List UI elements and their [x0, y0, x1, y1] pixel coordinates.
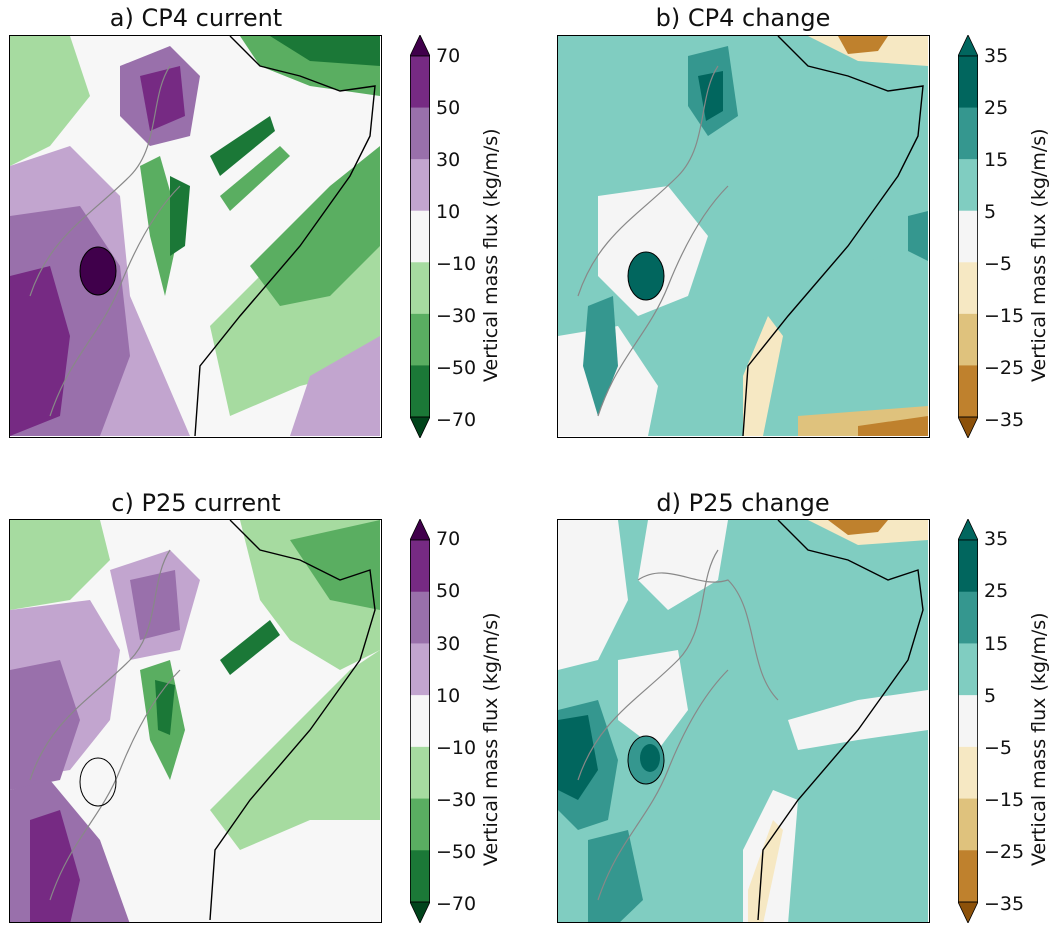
colorbar-d [957, 518, 979, 924]
colorbar-label: Vertical mass flux (kg/m/s) [1028, 612, 1050, 866]
tick-label: −30 [436, 305, 477, 327]
colorbar-segment [410, 850, 430, 903]
colorbar-extend-top [409, 518, 431, 541]
map-cp4-current [9, 35, 382, 438]
colorbar-segment [410, 643, 430, 696]
map-p25-change [557, 519, 930, 923]
colorbar-label: Vertical mass flux (kg/m/s) [1028, 128, 1050, 382]
tick-label: −50 [436, 841, 477, 863]
colorbar-segment [958, 210, 978, 263]
colorbar-segment [410, 56, 430, 109]
colorbar-segment [958, 365, 978, 418]
tick-label: −5 [984, 737, 1013, 759]
tick-label: 15 [984, 633, 1009, 655]
colorbar-segment [410, 262, 430, 315]
colorbar-segment [958, 159, 978, 212]
colorbar-segment [958, 850, 978, 903]
tick-label: −30 [436, 789, 477, 811]
tick-label: 70 [436, 45, 461, 67]
colorbar-segment [410, 695, 430, 748]
tick-label: −70 [436, 409, 477, 431]
tick-label: −15 [984, 789, 1025, 811]
map-cp4-change [557, 35, 930, 438]
colorbar-outline [410, 55, 430, 418]
tick-label: 25 [984, 580, 1009, 602]
tick-label: −25 [984, 841, 1025, 863]
colorbar-outline [958, 55, 978, 418]
tick-label: 30 [436, 633, 461, 655]
colorbar-segment [958, 107, 978, 160]
colorbar-extend-top [957, 34, 979, 57]
tick-label: −35 [984, 409, 1025, 431]
tick-label: 35 [984, 45, 1009, 67]
map-p25-current [9, 519, 382, 923]
tick-label: 25 [984, 97, 1009, 119]
tick-label: 50 [436, 580, 461, 602]
colorbar-segment [410, 798, 430, 851]
panel-title: d) P25 change [656, 489, 830, 517]
tick-label: −25 [984, 357, 1025, 379]
tick-label: 35 [984, 528, 1009, 550]
colorbar-segment [410, 107, 430, 160]
colorbar-segment [410, 746, 430, 800]
tick-label: 15 [984, 149, 1009, 171]
tick-label: 10 [436, 201, 461, 223]
colorbar-segment [958, 540, 978, 593]
colorbar-segment [410, 313, 430, 366]
colorbar-segment [958, 262, 978, 315]
colorbar-extend-bottom [409, 901, 431, 924]
colorbar-b [957, 34, 979, 439]
tick-label: −50 [436, 357, 477, 379]
tick-label: −10 [436, 737, 477, 759]
colorbar-segment [958, 56, 978, 109]
tick-label: −10 [436, 253, 477, 275]
colorbar-outline [958, 539, 978, 903]
colorbar-segment [958, 643, 978, 696]
colorbar-extend-bottom [409, 416, 431, 439]
panel-title: a) CP4 current [109, 4, 283, 32]
colorbar-segment [410, 365, 430, 418]
colorbar-segment [410, 210, 430, 263]
colorbar-segment [410, 159, 430, 212]
colorbar-extend-bottom [957, 416, 979, 439]
colorbar-extend-top [957, 518, 979, 541]
colorbar-extend-bottom [957, 901, 979, 924]
tick-label: −15 [984, 305, 1025, 327]
colorbar-segment [958, 695, 978, 748]
colorbar-segment [410, 540, 430, 593]
colorbar-segment [958, 591, 978, 644]
colorbar-outline [410, 539, 430, 903]
colorbar-segment [958, 313, 978, 366]
tick-label: 50 [436, 97, 461, 119]
tick-label: 30 [436, 149, 461, 171]
tick-label: −70 [436, 893, 477, 915]
tick-label: 5 [984, 201, 997, 223]
colorbar-segment [958, 798, 978, 851]
tick-label: −35 [984, 893, 1025, 915]
colorbar-segment [958, 746, 978, 800]
tick-label: 10 [436, 685, 461, 707]
colorbar-a [409, 34, 431, 439]
colorbar-extend-top [409, 34, 431, 57]
panel-title: c) P25 current [111, 489, 281, 517]
colorbar-c [409, 518, 431, 924]
colorbar-segment [410, 591, 430, 644]
tick-label: 70 [436, 528, 461, 550]
panel-title: b) CP4 change [655, 4, 831, 32]
colorbar-label: Vertical mass flux (kg/m/s) [480, 612, 502, 866]
colorbar-label: Vertical mass flux (kg/m/s) [480, 128, 502, 382]
tick-label: −5 [984, 253, 1013, 275]
tick-label: 5 [984, 685, 997, 707]
